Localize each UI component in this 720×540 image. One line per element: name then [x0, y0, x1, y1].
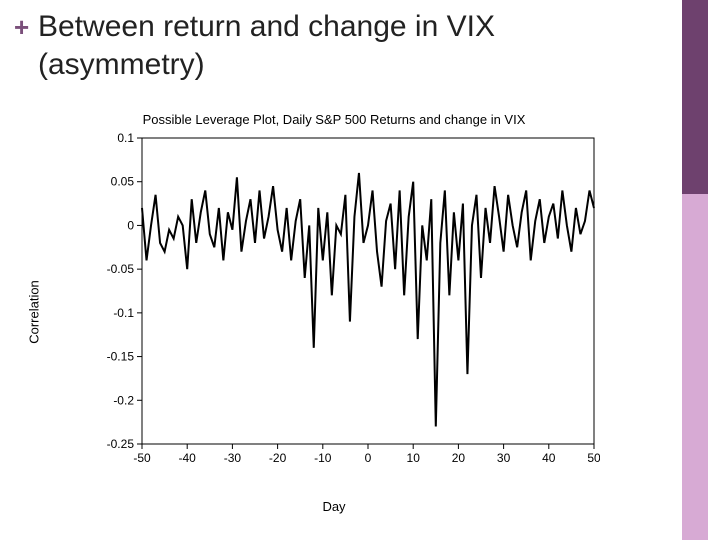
- svg-text:30: 30: [497, 451, 511, 465]
- chart-plot: -50 -40 -30 -20 -10 0 10 20 30 40 50 -0.25 -0.2 -0.1…: [100, 132, 600, 472]
- svg-text:0: 0: [365, 451, 372, 465]
- chart-xlabel: Day: [44, 499, 624, 514]
- chart-container: Possible Leverage Plot, Daily S&P 500 Re…: [44, 112, 624, 512]
- svg-text:40: 40: [542, 451, 556, 465]
- svg-text:-10: -10: [314, 451, 332, 465]
- chart-ylabel: Correlation: [27, 280, 42, 344]
- svg-text:50: 50: [587, 451, 600, 465]
- svg-text:-0.1: -0.1: [113, 306, 134, 320]
- svg-text:-30: -30: [224, 451, 242, 465]
- svg-text:20: 20: [452, 451, 466, 465]
- accent-sidebar-bottom: [682, 194, 708, 540]
- svg-text:-40: -40: [179, 451, 197, 465]
- slide: + Between return and change in VIX (asym…: [0, 0, 720, 540]
- svg-text:-0.25: -0.25: [107, 437, 135, 451]
- svg-text:-0.05: -0.05: [107, 262, 135, 276]
- svg-text:-20: -20: [269, 451, 287, 465]
- svg-text:-50: -50: [133, 451, 151, 465]
- svg-text:-0.15: -0.15: [107, 350, 135, 364]
- svg-text:-0.2: -0.2: [113, 393, 134, 407]
- svg-text:0.1: 0.1: [117, 132, 134, 145]
- svg-text:10: 10: [407, 451, 421, 465]
- svg-text:0: 0: [127, 218, 134, 232]
- accent-sidebar-top: [682, 0, 708, 194]
- accent-sidebar: [682, 0, 708, 540]
- svg-text:0.05: 0.05: [111, 175, 135, 189]
- slide-title: Between return and change in VIX (asymme…: [38, 8, 660, 83]
- chart-title: Possible Leverage Plot, Daily S&P 500 Re…: [44, 112, 624, 127]
- plus-icon: +: [14, 12, 29, 43]
